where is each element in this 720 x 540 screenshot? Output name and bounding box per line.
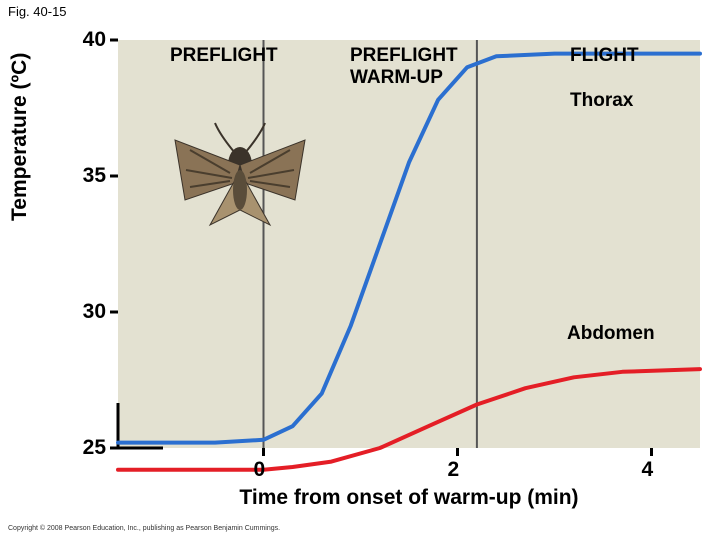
x-tick-label: 0 [254, 458, 266, 482]
phase-label: FLIGHT [570, 45, 720, 67]
y-tick-label: 25 [83, 436, 106, 460]
phase-label: PREFLIGHT WARM-UP [350, 45, 500, 89]
series-label: Thorax [570, 90, 633, 112]
copyright-text: Copyright © 2008 Pearson Education, Inc.… [8, 525, 280, 532]
y-tick-label: 35 [83, 164, 106, 188]
y-tick-label: 30 [83, 300, 106, 324]
y-tick-label: 40 [83, 28, 106, 52]
x-tick-label: 2 [448, 458, 460, 482]
x-tick-label: 4 [642, 458, 654, 482]
x-axis-label: Time from onset of warm-up (min) [118, 486, 700, 510]
y-axis-label: Temperature (ºC) [8, 191, 32, 221]
series-label: Abdomen [567, 323, 655, 345]
moth-illustration [160, 115, 320, 245]
phase-label: PREFLIGHT [170, 45, 320, 67]
